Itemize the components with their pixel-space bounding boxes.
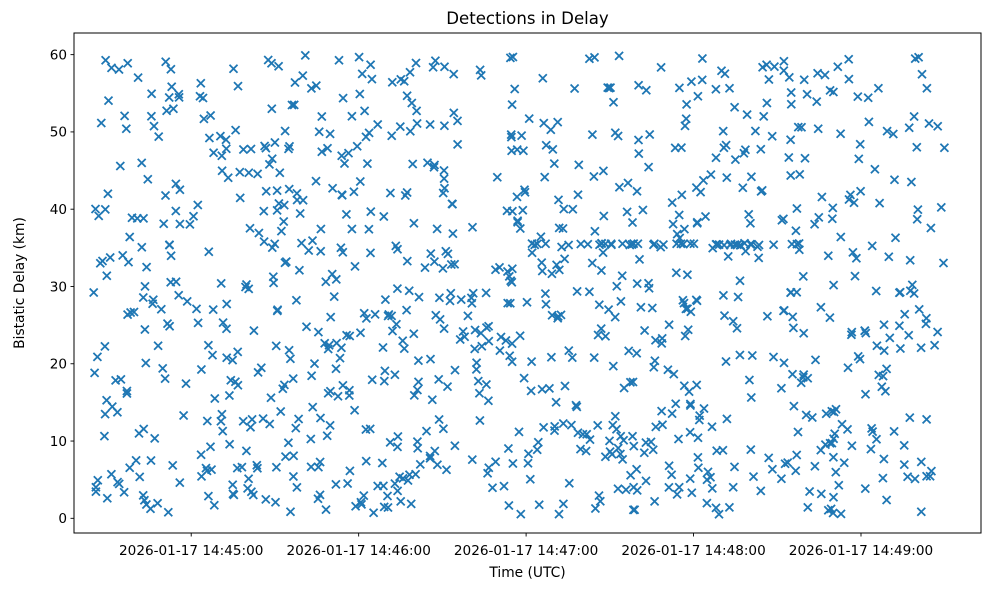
y-axis-label: Bistatic Delay (km) xyxy=(12,217,28,349)
x-tick-label: 2026-01-17 14:46:00 xyxy=(286,543,430,559)
x-tick-label: 2026-01-17 14:49:00 xyxy=(789,543,933,559)
x-tick-label: 2026-01-17 14:48:00 xyxy=(621,543,765,559)
y-tick-label: 20 xyxy=(50,357,67,373)
y-tick-label: 30 xyxy=(50,279,67,295)
y-tick-label: 40 xyxy=(50,202,67,218)
x-axis-ticks: 2026-01-17 14:45:00 2026-01-17 14:46:00 20… xyxy=(119,533,933,559)
y-tick-label: 0 xyxy=(58,511,67,527)
y-tick-label: 10 xyxy=(50,434,67,450)
plot-area xyxy=(73,32,982,534)
x-tick-label: 2026-01-17 14:45:00 xyxy=(119,543,263,559)
y-tick-label: 60 xyxy=(50,47,67,63)
x-tick-label: 2026-01-17 14:47:00 xyxy=(454,543,598,559)
y-tick-label: 50 xyxy=(50,125,67,141)
x-axis-label: Time (UTC) xyxy=(488,565,565,581)
y-axis-ticks: 0 10 20 30 40 50 60 xyxy=(50,47,74,527)
chart-title: Detections in Delay xyxy=(446,9,609,28)
